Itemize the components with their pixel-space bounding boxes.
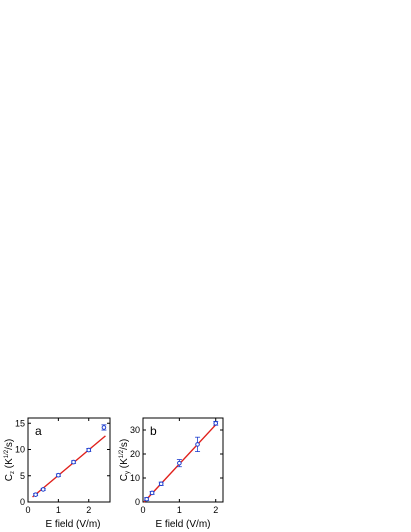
fit-line-a xyxy=(32,435,106,498)
point-marker xyxy=(71,459,76,465)
y-axis-label-b-main: C xyxy=(119,474,130,481)
x-tick-label-a: 2 xyxy=(86,505,91,515)
point-marker xyxy=(195,442,200,447)
data-point-a xyxy=(71,459,77,465)
y-tick-label-b: 10 xyxy=(130,473,140,483)
data-point-b xyxy=(158,481,164,487)
y-tick-label-b: 30 xyxy=(130,425,140,435)
data-points-a xyxy=(33,424,107,497)
data-points-b xyxy=(144,420,219,502)
point-marker xyxy=(149,490,155,496)
y-tick-label-a: 0 xyxy=(20,497,25,507)
x-axis-label-a: E field (V/m) xyxy=(45,519,100,530)
chart-panel-a: 0 1 2 0 5 10 15 a E field (V/m) Cz (K1/2/s) xyxy=(4,417,111,530)
point-marker xyxy=(177,460,182,466)
y-axis-label-a: Cz (K1/2/s) xyxy=(4,439,16,481)
point-marker xyxy=(86,447,92,453)
x-tick-label-b: 2 xyxy=(213,505,218,515)
x-tick-label-b: 1 xyxy=(177,505,182,515)
point-marker xyxy=(144,496,149,502)
data-point-a xyxy=(101,424,107,431)
x-axis-label-b: E field (V/m) xyxy=(155,519,210,530)
point-marker xyxy=(101,425,107,430)
data-point-a xyxy=(55,472,61,478)
data-point-a xyxy=(40,487,46,492)
y-axis-label-b-unit: (K xyxy=(119,458,130,471)
data-point-a xyxy=(86,447,92,453)
data-point-b xyxy=(149,490,155,496)
y-axis-label-b-unit-end: /s) xyxy=(119,439,130,450)
point-marker xyxy=(56,472,61,478)
data-point-b xyxy=(144,496,150,502)
y-tick-label-b: 0 xyxy=(135,497,140,507)
panel-label-a: a xyxy=(35,424,42,438)
y-tick-label-a: 10 xyxy=(15,445,25,455)
data-point-a xyxy=(33,492,39,497)
data-point-b xyxy=(213,420,219,426)
y-axis-label-a-main: C xyxy=(4,474,15,481)
y-axis-label-b: Cy (K1/2/s) xyxy=(119,439,131,481)
y-axis-label-a-unit-end: /s) xyxy=(4,439,15,450)
y-axis-label-b-sub: y xyxy=(125,471,131,474)
point-marker xyxy=(158,481,164,487)
x-tick-label-a: 0 xyxy=(25,505,30,515)
y-tick-label-b: 20 xyxy=(130,449,140,459)
point-marker xyxy=(33,492,38,497)
point-marker xyxy=(213,420,219,426)
ticks-a: 0 1 2 0 5 10 15 xyxy=(15,418,110,515)
plot-frame-a xyxy=(27,417,111,503)
x-tick-label-b: 0 xyxy=(140,505,145,515)
y-tick-label-a: 15 xyxy=(15,418,25,428)
plot-frame-b xyxy=(142,417,224,503)
y-axis-label-b-sup: 1/2 xyxy=(119,449,125,458)
y-axis-label-a-sup: 1/2 xyxy=(4,449,10,458)
y-axis-label-a-sub: z xyxy=(10,471,16,474)
x-tick-label-a: 1 xyxy=(56,505,61,515)
point-marker xyxy=(40,487,46,492)
panel-label-b: b xyxy=(150,424,157,438)
data-point-b xyxy=(176,459,182,468)
fit-line-a-segment xyxy=(32,435,106,498)
y-tick-label-a: 5 xyxy=(20,471,25,481)
y-axis-label-a-unit: (K xyxy=(4,458,15,471)
data-point-b xyxy=(195,436,201,453)
